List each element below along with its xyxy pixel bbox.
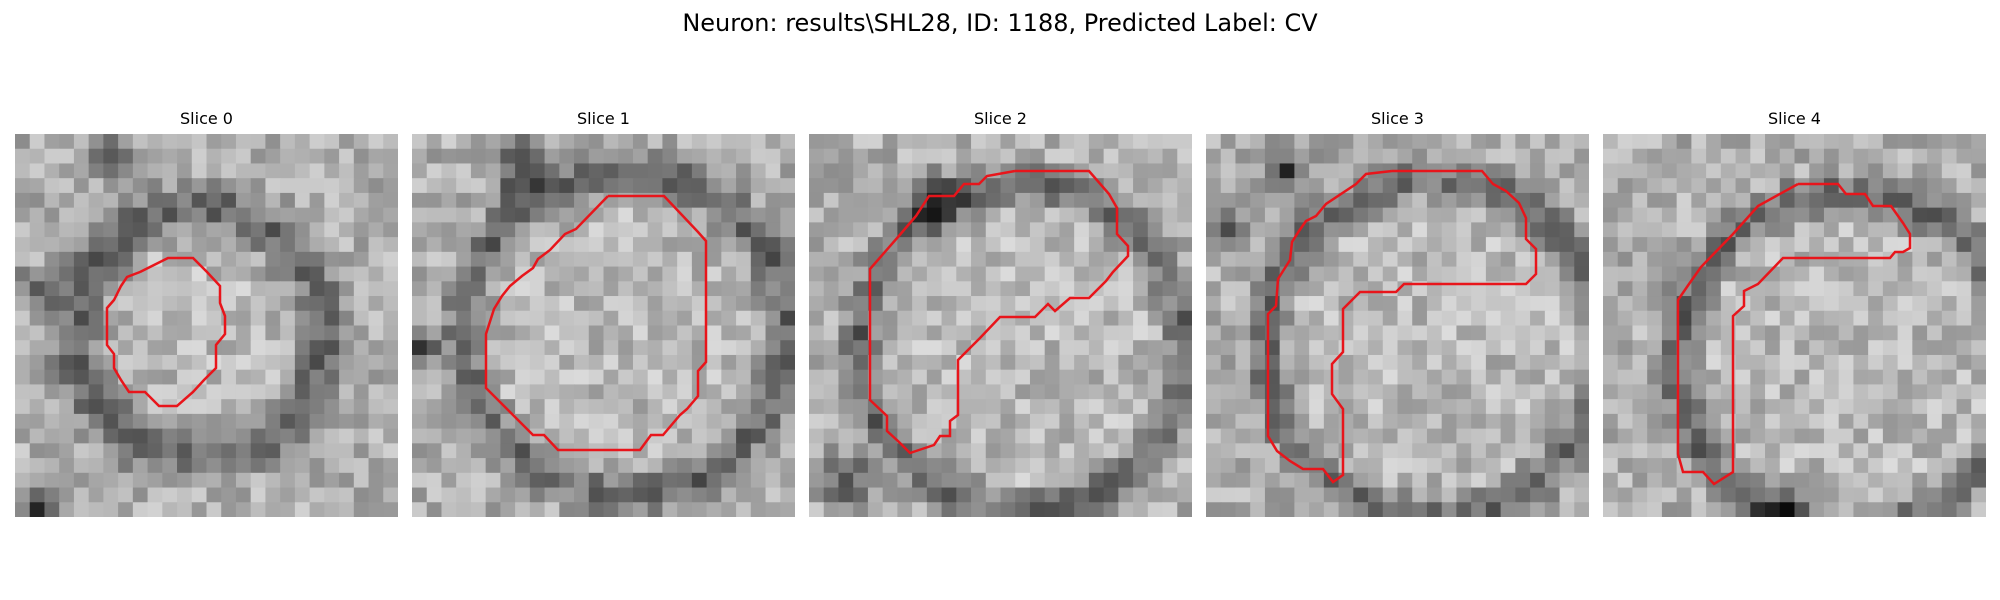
slice-image	[809, 134, 1192, 517]
slice-svg	[809, 134, 1192, 517]
pixel-grid	[1603, 134, 1986, 517]
slice-image	[412, 134, 795, 517]
cell-contour	[868, 169, 1130, 455]
cell-contour	[1266, 169, 1538, 484]
pixel-grid	[412, 134, 795, 517]
figure-title: Neuron: results\SHL28, ID: 1188, Predict…	[682, 9, 1318, 37]
slice-title: Slice 0	[180, 109, 233, 128]
slice-title: Slice 2	[974, 109, 1027, 128]
cell-contour	[484, 194, 708, 452]
slice-title: Slice 4	[1768, 109, 1821, 128]
slice-image	[15, 134, 398, 517]
slice-image	[1206, 134, 1589, 517]
slice-svg	[412, 134, 795, 517]
cell-contour	[1676, 182, 1912, 486]
pixel-grid	[1206, 134, 1589, 517]
cell-contour	[105, 256, 227, 408]
slice-title: Slice 3	[1371, 109, 1424, 128]
slice-svg	[1206, 134, 1589, 517]
slice-svg	[15, 134, 398, 517]
pixel-grid	[15, 134, 398, 517]
slice-svg	[1603, 134, 1986, 517]
pixel-grid	[809, 134, 1192, 517]
slice-image	[1603, 134, 1986, 517]
slice-title: Slice 1	[577, 109, 630, 128]
